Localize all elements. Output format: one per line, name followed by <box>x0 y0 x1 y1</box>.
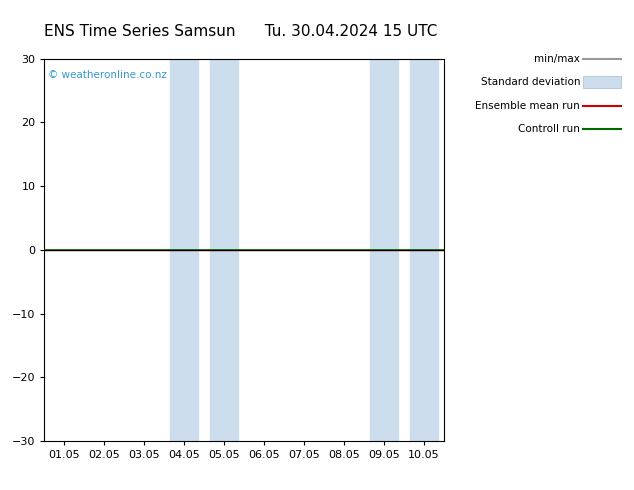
Bar <box>370 59 398 441</box>
Text: © weatheronline.co.nz: © weatheronline.co.nz <box>48 70 167 80</box>
Bar <box>410 59 438 441</box>
Bar <box>210 59 238 441</box>
Text: Controll run: Controll run <box>518 124 580 134</box>
Text: Ensemble mean run: Ensemble mean run <box>476 101 580 111</box>
Text: min/max: min/max <box>534 54 580 64</box>
Text: Standard deviation: Standard deviation <box>481 77 580 87</box>
Bar <box>170 59 198 441</box>
Text: ENS Time Series Samsun      Tu. 30.04.2024 15 UTC: ENS Time Series Samsun Tu. 30.04.2024 15… <box>44 24 437 40</box>
